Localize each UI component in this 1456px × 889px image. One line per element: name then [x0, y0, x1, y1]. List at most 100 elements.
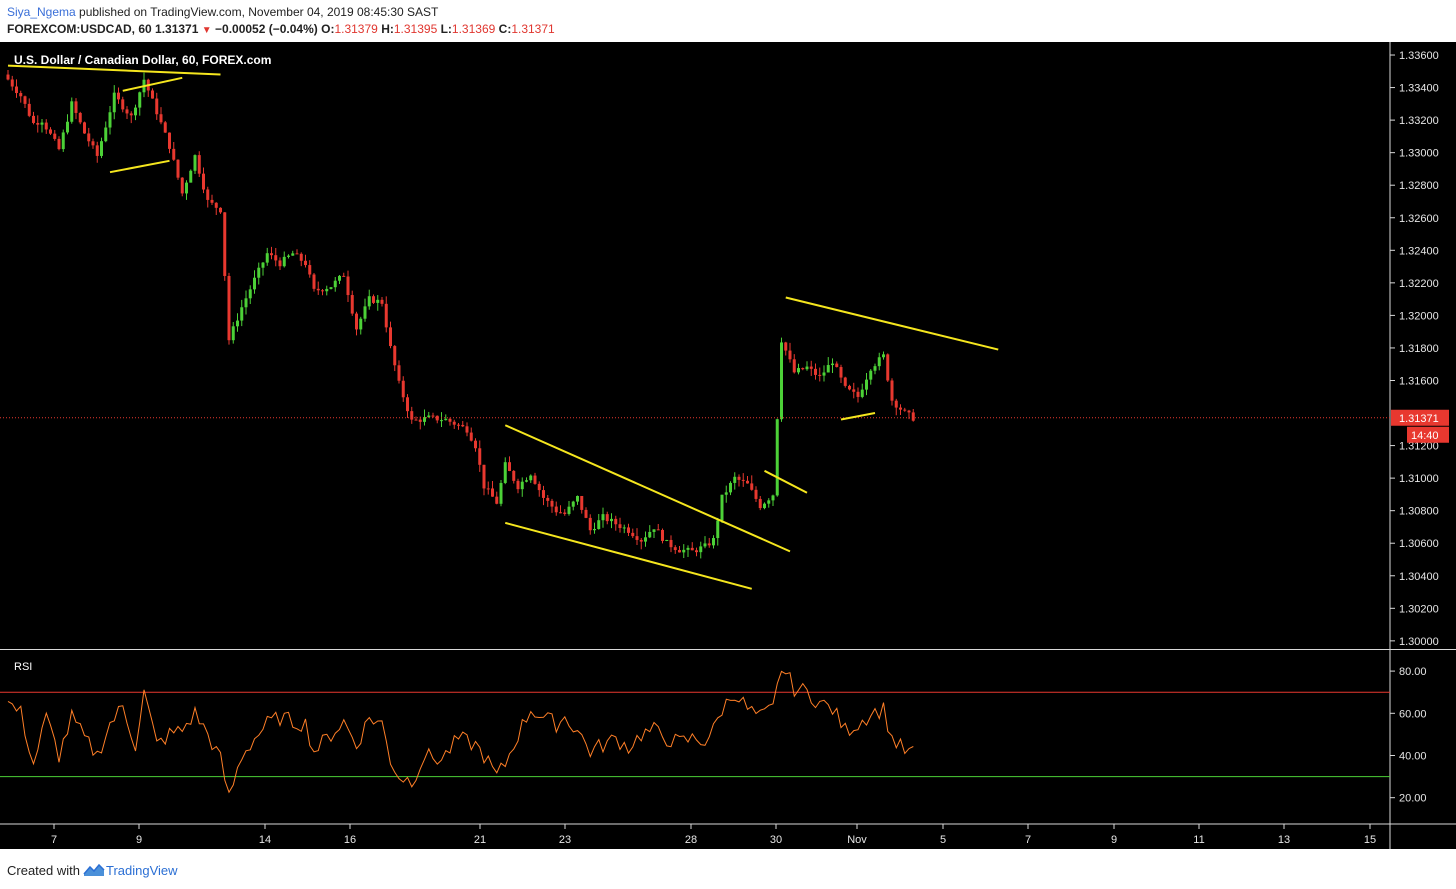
candle-body [869, 370, 873, 380]
candle-body [418, 419, 422, 422]
candle-body [792, 359, 796, 373]
candle-body [474, 440, 477, 449]
candle-body [754, 489, 758, 499]
candle-body [401, 380, 405, 398]
price-pane-title: U.S. Dollar / Canadian Dollar, 60, FOREX… [14, 53, 271, 67]
candle-body [202, 173, 205, 190]
candle-body [610, 518, 613, 522]
candle-body [580, 495, 584, 510]
candle-body [656, 529, 660, 531]
price-tick-label: 1.31800 [1399, 343, 1439, 355]
tradingview-brand[interactable]: TradingView [106, 863, 178, 878]
price-tick-label: 1.32800 [1399, 180, 1439, 192]
candle-body [894, 400, 898, 408]
candle-body [669, 539, 673, 548]
candle-body [435, 415, 439, 421]
candle-body [512, 470, 516, 481]
author-link[interactable]: Siya_Ngema [7, 5, 76, 19]
candle-body [372, 296, 375, 303]
candle-body [180, 177, 184, 194]
candle-body [635, 536, 639, 540]
candle-body [265, 253, 269, 263]
time-tick-label: 16 [344, 834, 356, 846]
candle-body [338, 275, 341, 281]
open-value: 1.31379 [334, 22, 378, 36]
candle-body [614, 518, 618, 525]
candle-body [189, 170, 193, 183]
candle-body [83, 122, 86, 134]
candle-body [129, 113, 133, 116]
candle-body [542, 490, 545, 498]
candle-body [865, 379, 868, 390]
candle-body [74, 101, 78, 113]
candle-body [546, 497, 550, 501]
candle-body [576, 495, 579, 502]
candle-body [767, 500, 771, 504]
candle-body [274, 255, 278, 261]
candle-body [746, 480, 749, 484]
price-tick-label: 1.30400 [1399, 571, 1439, 583]
candle-body [826, 365, 830, 373]
candle-body [384, 303, 388, 328]
high-value: 1.31395 [393, 22, 438, 36]
trendline [504, 521, 753, 590]
candle-body [257, 267, 261, 278]
candle-body [652, 529, 656, 532]
candle-body [23, 96, 27, 104]
candle-body [729, 482, 732, 493]
rsi-tick-label: 20.00 [1399, 793, 1427, 805]
trendline [109, 159, 170, 174]
candle-body [631, 532, 635, 537]
price-tick-label: 1.31200 [1399, 441, 1439, 453]
candle-body [644, 537, 647, 542]
time-tick-label: Nov [847, 834, 867, 846]
rsi-pane-title: RSI [14, 661, 32, 673]
candle-body [295, 253, 299, 255]
trendline [785, 296, 999, 351]
candle-body [414, 419, 418, 421]
candle-body [57, 138, 61, 150]
publish-line: Siya_Ngema published on TradingView.com,… [7, 5, 438, 19]
candle-body [159, 114, 163, 123]
time-tick-label: 13 [1278, 834, 1290, 846]
candle-body [780, 342, 783, 420]
candle-body [397, 365, 401, 381]
candle-body [406, 397, 409, 412]
chart-canvas[interactable]: 1.33600 1.33400 1.33200 1.33000 1.32800 1.326… [0, 42, 1456, 852]
candle-body [814, 368, 817, 375]
candle-body [376, 299, 380, 303]
candle-body [690, 547, 694, 551]
candle-body [36, 122, 40, 125]
candle-body [168, 132, 171, 149]
candle-body [707, 543, 711, 546]
open-label: O: [321, 22, 335, 36]
candle-body [172, 148, 176, 160]
candle-body [95, 145, 99, 156]
price-tick-label: 1.32000 [1399, 310, 1439, 322]
price-tick-label: 1.30000 [1399, 636, 1439, 648]
candle-body [882, 354, 885, 358]
candle-body [27, 103, 31, 116]
close-label: C: [498, 22, 512, 36]
candle-body [537, 483, 541, 491]
candle-body [87, 133, 91, 142]
low-value: 1.31369 [451, 22, 496, 36]
rsi-tick-label: 80.00 [1399, 666, 1427, 678]
candle-body [716, 520, 720, 539]
time-tick-label: 30 [770, 834, 782, 846]
candle-body [134, 107, 137, 116]
candle-body [469, 432, 473, 441]
candle-body [686, 547, 690, 550]
candle-body [788, 350, 792, 360]
candle-body [554, 506, 558, 513]
candle-body [19, 93, 23, 97]
candle-body [91, 141, 95, 146]
price-tick-label: 1.33200 [1399, 115, 1439, 127]
candle-body [248, 289, 252, 299]
price-tick-label: 1.30800 [1399, 506, 1439, 518]
candle-body [695, 550, 698, 553]
candle-body [308, 265, 312, 275]
candle-body [520, 481, 524, 490]
candle-body [508, 462, 511, 471]
candle-body [597, 520, 601, 530]
